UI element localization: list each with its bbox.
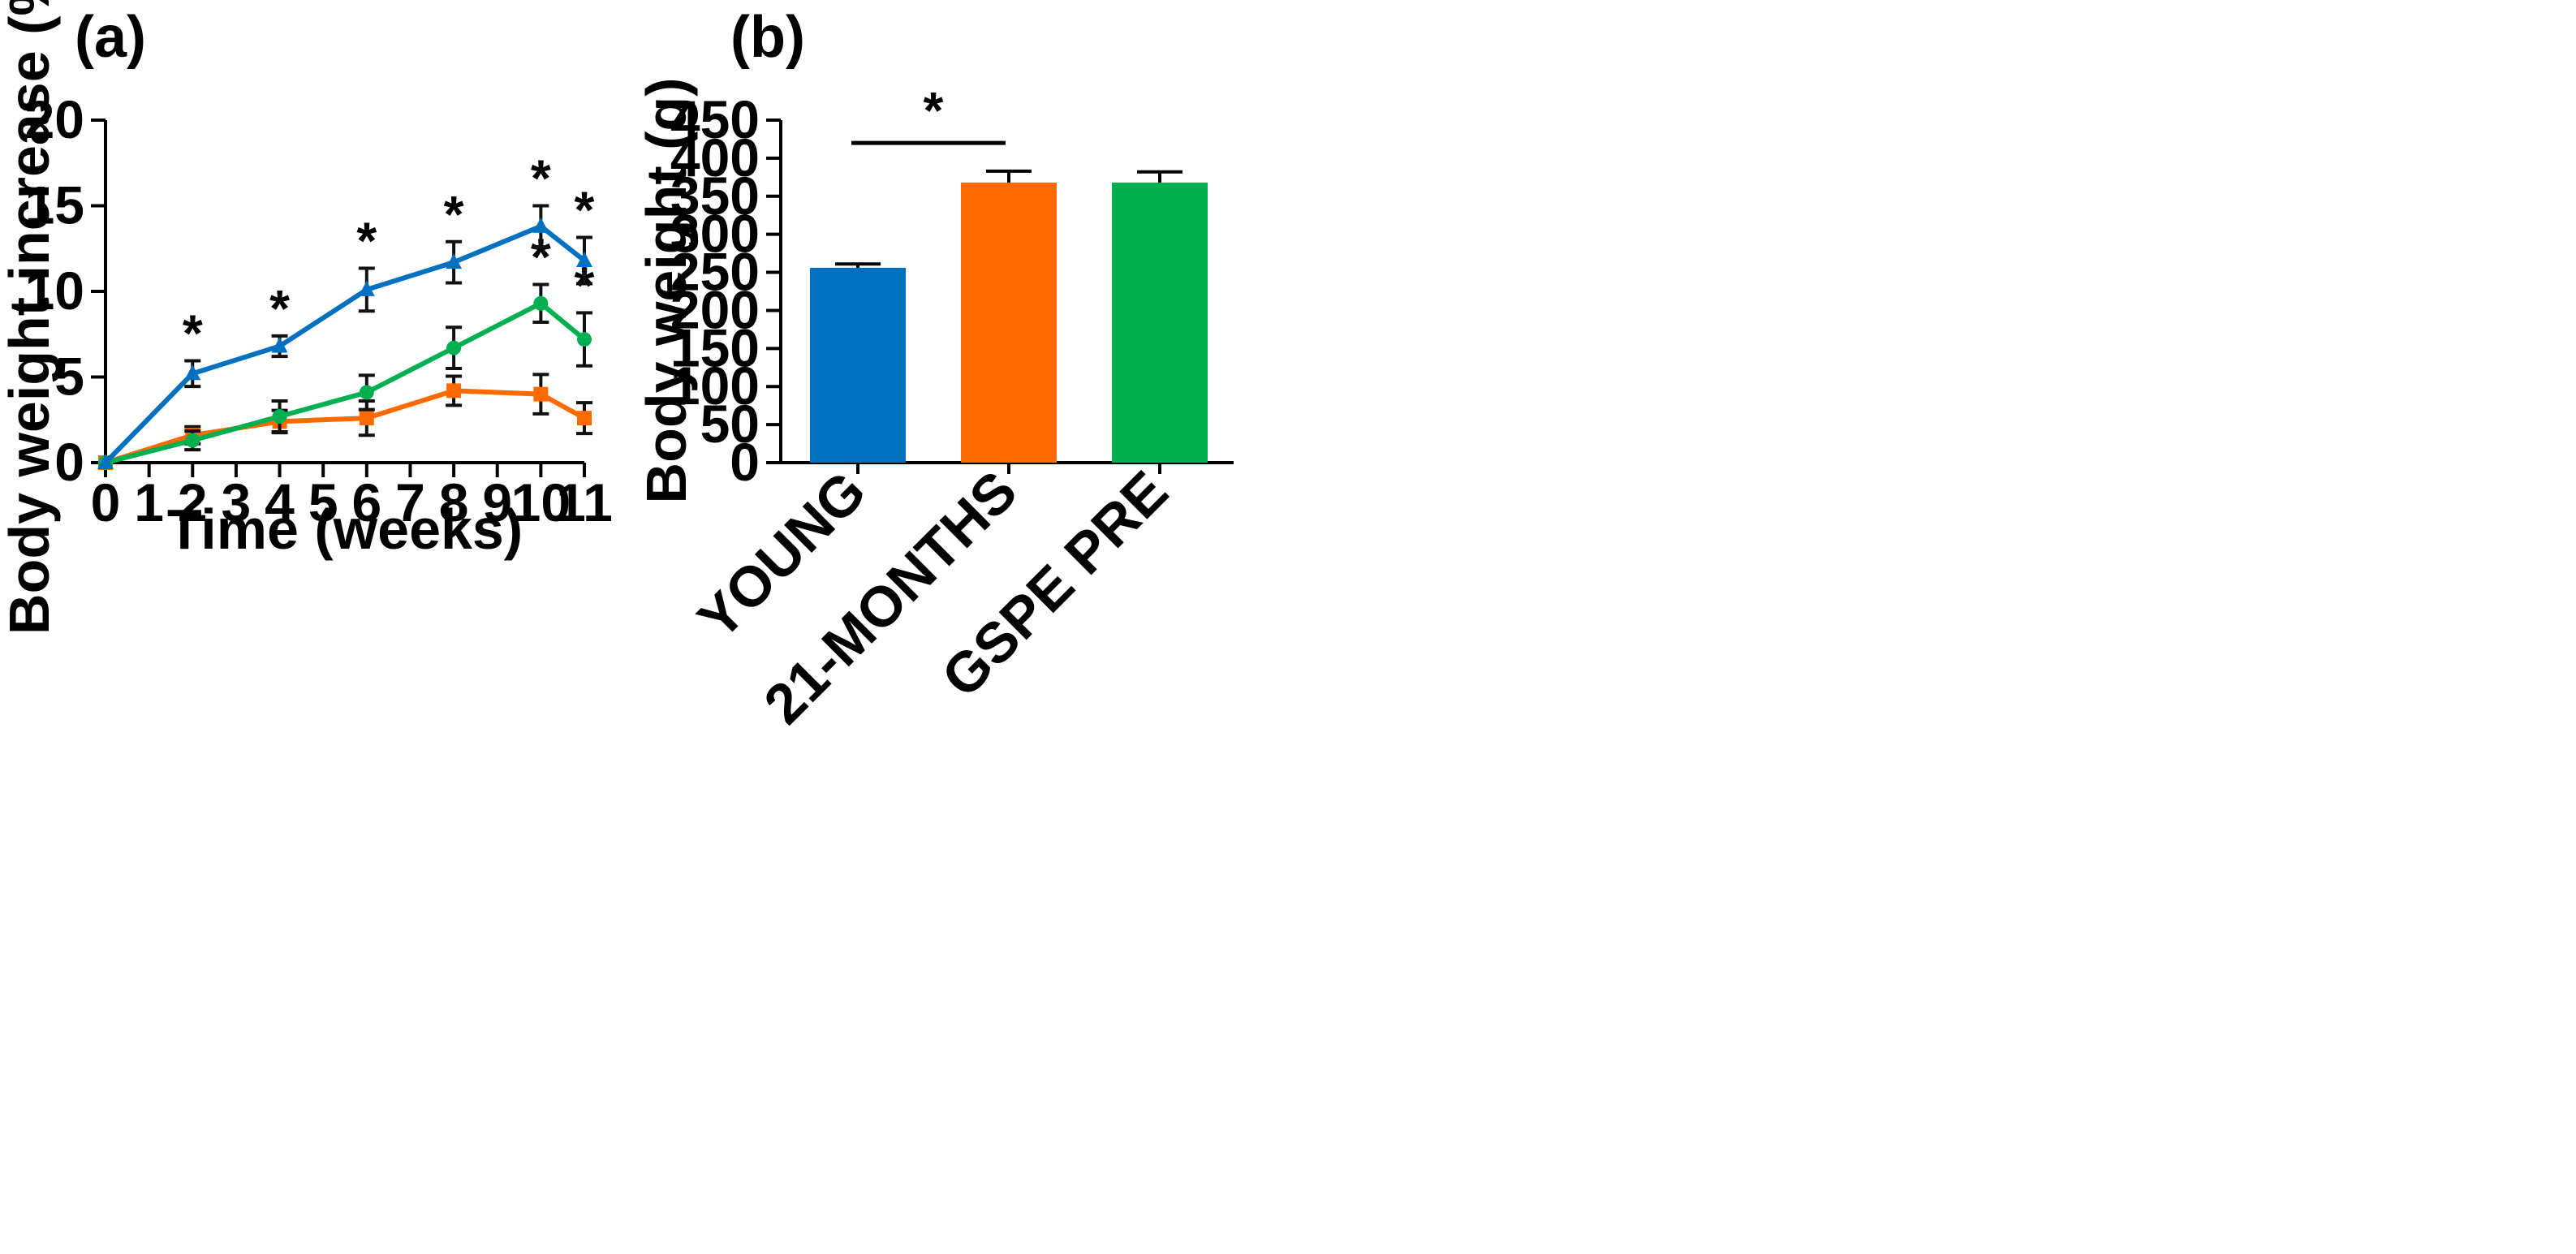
- chart-a-x-tick-label: 10: [511, 472, 571, 532]
- chart-b-y-tick-label: 250: [670, 242, 760, 302]
- chart-a-significance-star: *: [356, 212, 377, 270]
- chart-b-y-tick-label: 200: [670, 279, 760, 339]
- chart-a-x-tick-label: 3: [222, 472, 252, 532]
- chart-b-y-tick-label: 350: [670, 166, 760, 226]
- chart-b-y-tick-label: 150: [670, 317, 760, 377]
- chart-a-point-orange: [533, 386, 549, 402]
- chart-a-y-tick-label: 0: [54, 432, 84, 492]
- chart-a-point-green: [359, 385, 374, 400]
- chart-a-series-line-blue: [103, 223, 586, 465]
- chart-a-point-blue: [271, 337, 288, 353]
- chart-a-y-tick-label: 20: [25, 89, 84, 149]
- panel-b-label: (b): [730, 5, 805, 70]
- chart-a-x-tick-label: 9: [482, 472, 512, 532]
- chart-a-point-green: [577, 332, 592, 347]
- chart-a-point-orange: [577, 411, 592, 426]
- line-chart-a: Time (weeks) Body weight increase (%) 0 5…: [0, 0, 613, 635]
- chart-a-x-tick-label: 7: [395, 472, 425, 532]
- chart-b-y-tick-label: 0: [730, 432, 760, 492]
- chart-a-x-tick-label: 4: [265, 472, 295, 532]
- chart-a-x-tick-label: 11: [556, 472, 613, 532]
- chart-a-y-axis-label: Body weight increase (%): [0, 0, 61, 635]
- chart-a-significance-star: *: [183, 304, 203, 362]
- bar-chart-b: Body weight (g) 050100150200250300350400…: [635, 78, 1234, 736]
- chart-a-point-green: [533, 295, 549, 311]
- chart-a-point-blue: [532, 217, 549, 233]
- chart-a-x-tick-label: 8: [439, 472, 469, 532]
- chart-a-point-blue: [358, 280, 375, 296]
- panel-a-label: (a): [75, 5, 146, 70]
- chart-a-series-line-orange: [105, 388, 586, 465]
- chart-a-y-tick-label: 10: [25, 261, 84, 321]
- chart-a-point-blue: [97, 454, 114, 469]
- chart-a-x-tick-label: 1: [134, 472, 164, 532]
- chart-a-y-tick-label: 5: [54, 347, 84, 407]
- chart-b-bar-21-months: [961, 182, 1057, 463]
- chart-a-point-blue: [184, 364, 201, 381]
- chart-b-y-axis-label: Body weight (g): [635, 78, 698, 504]
- chart-b-y-tick-label: 300: [670, 204, 760, 264]
- chart-a-point-green: [446, 340, 462, 356]
- chart-a-significance-star: *: [444, 185, 464, 243]
- chart-a-point-orange: [446, 383, 462, 399]
- chart-b-bar-gspe-pre: [1112, 182, 1208, 463]
- chart-a-x-axis-label: Time (weeks): [167, 498, 523, 561]
- chart-a-significance-star: *: [269, 279, 290, 338]
- chart-a-point-green: [185, 433, 200, 448]
- chart-a-significance-star: *: [575, 181, 595, 239]
- chart-a-x-tick-label: 0: [91, 472, 121, 532]
- chart-b-bar-young: [810, 267, 906, 463]
- chart-b-significance-star: *: [924, 81, 944, 140]
- chart-a-point-blue: [576, 252, 592, 268]
- chart-a-significance-star: *: [531, 149, 551, 208]
- chart-a-point-blue: [446, 253, 463, 269]
- chart-a-x-tick-label: 6: [351, 472, 381, 532]
- chart-b-y-tick-label: 400: [670, 127, 760, 187]
- chart-a-point-green: [272, 409, 287, 424]
- chart-a-y-tick-label: 15: [25, 175, 84, 235]
- chart-b-y-tick-label: 100: [670, 356, 760, 416]
- chart-b-y-tick-label: 450: [670, 89, 760, 149]
- chart-a-x-tick-label: 2: [178, 472, 208, 532]
- chart-a-point-orange: [359, 411, 374, 426]
- chart-a-x-tick-label: 5: [308, 472, 338, 532]
- chart-b-y-tick-label: 50: [700, 394, 760, 454]
